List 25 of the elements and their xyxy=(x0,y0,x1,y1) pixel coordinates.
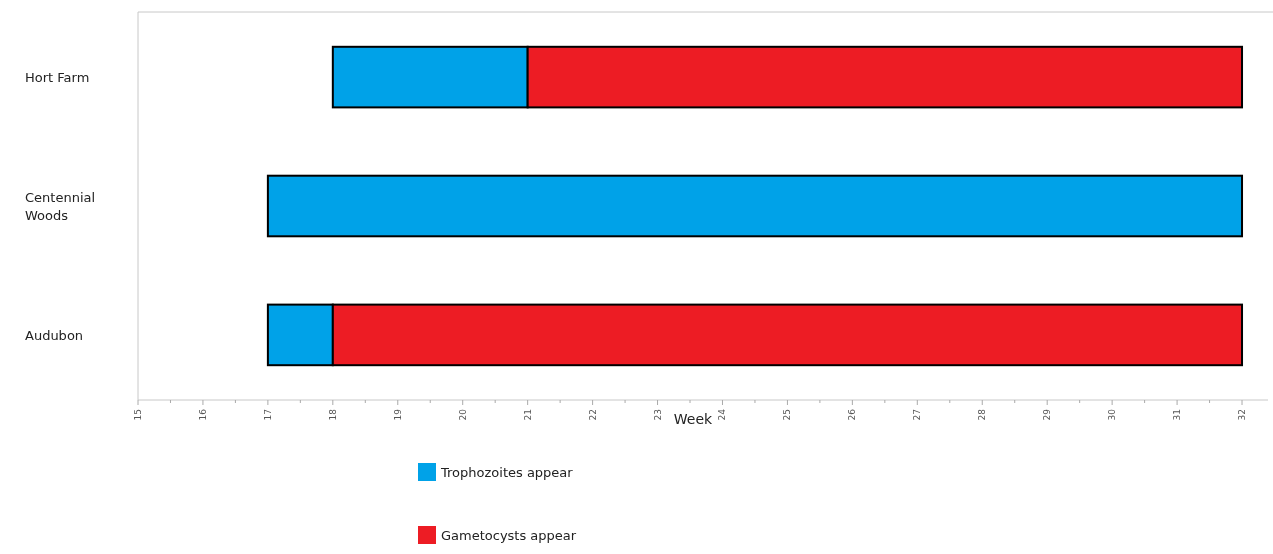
y-tick-label: Hort Farm xyxy=(25,69,90,85)
x-tick-label: 24 xyxy=(717,408,728,421)
y-tick-label: Centennial Woods xyxy=(25,189,96,223)
x-tick-label: 29 xyxy=(1042,408,1053,421)
x-tick-label: 15 xyxy=(133,409,143,421)
x-tick-label: 25 xyxy=(782,409,793,421)
x-tick-label: 27 xyxy=(912,409,923,421)
x-tick-label: 26 xyxy=(847,408,858,421)
x-tick-label: 19 xyxy=(392,408,403,421)
x-tick-label: 18 xyxy=(327,408,338,421)
x-tick-label: 28 xyxy=(977,408,988,421)
x-tick-label: 23 xyxy=(652,409,663,421)
x-tick-label: 21 xyxy=(522,409,533,421)
x-tick-label: 22 xyxy=(587,409,598,421)
x-tick-label: 31 xyxy=(1172,409,1183,421)
y-tick-label: Audubon xyxy=(25,327,84,343)
x-tick-label: 30 xyxy=(1107,408,1118,421)
legend-label: Trophozoites appear xyxy=(440,464,574,480)
x-tick-label: 32 xyxy=(1237,409,1248,421)
x-tick-label: 17 xyxy=(262,409,273,421)
x-tick-label: 16 xyxy=(197,408,208,421)
x-tick-label: 20 xyxy=(457,408,468,421)
legend-label: Gametocysts appear xyxy=(441,527,577,543)
x-axis-title: Week xyxy=(673,411,714,427)
bar xyxy=(266,174,1244,238)
